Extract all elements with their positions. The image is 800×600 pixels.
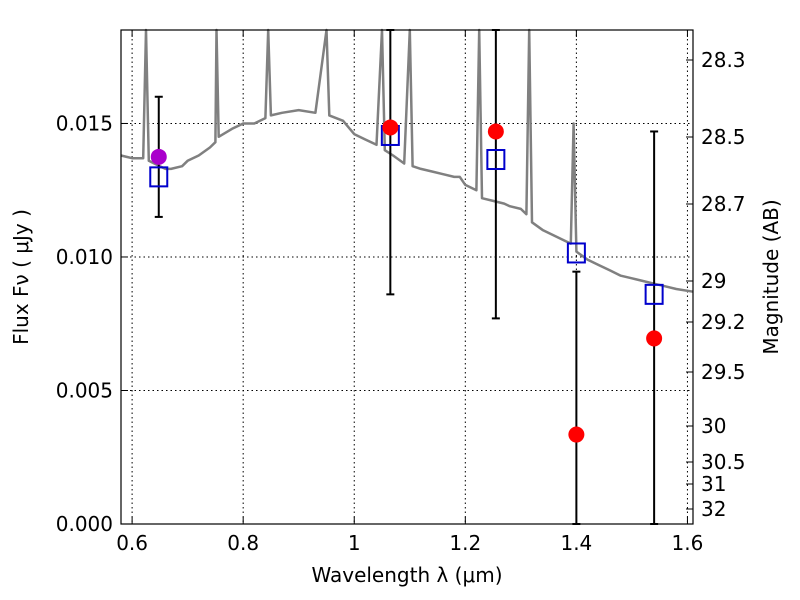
- x-axis-label: Wavelength λ (μm): [311, 563, 502, 587]
- x-tick-label: 1.2: [449, 531, 481, 555]
- model-spectrum-line: [120, 28, 694, 293]
- y-tick-label: 0.005: [56, 378, 113, 402]
- observed-point: [150, 148, 167, 165]
- magnitude-tick-label: 31: [701, 472, 726, 496]
- spectrum-layer: [120, 28, 694, 293]
- magnitude-tick-label: 29.2: [701, 310, 746, 334]
- observed-point: [568, 426, 585, 443]
- y-tick-label: 0.015: [56, 111, 113, 135]
- x-tick-label: 1: [348, 531, 361, 555]
- y-axis-label: Flux Fν ( μJy ): [9, 209, 33, 345]
- x-tick-label: 0.6: [116, 531, 148, 555]
- magnitude-tick-label: 29.5: [701, 360, 746, 384]
- y-tick-label: 0.000: [56, 512, 113, 536]
- model-point: [644, 283, 664, 305]
- y-tick-label: 0.010: [56, 245, 113, 269]
- magnitude-tick-label: 29: [701, 269, 726, 293]
- x-tick-label: 0.8: [227, 531, 259, 555]
- x-tick-label: 1.6: [672, 531, 704, 555]
- model-point: [149, 166, 169, 188]
- x-axis-ticks: 0.6 0.8 1 1.2 1.4 1.6: [116, 30, 703, 555]
- y-axis-ticks: 0.000 0.005 0.010 0.015: [56, 111, 128, 536]
- magnitude-tick-label: 32: [701, 497, 726, 521]
- magnitude-tick-label: 28.5: [701, 125, 746, 149]
- magnitude-axis-label: Magnitude (AB): [759, 199, 783, 354]
- observed-point: [382, 119, 399, 136]
- magnitude-tick-label: 28.3: [701, 48, 746, 72]
- plot-frame: [120, 29, 694, 525]
- observed-points: [150, 119, 663, 443]
- observed-point: [646, 330, 663, 347]
- model-point: [486, 149, 506, 171]
- magnitude-tick-label: 30: [701, 414, 726, 438]
- observed-point: [487, 123, 504, 140]
- model-point: [566, 242, 586, 264]
- x-tick-label: 1.4: [560, 531, 592, 555]
- magnitude-tick-label: 28.7: [701, 192, 746, 216]
- magnitude-tick-label: 30.5: [701, 450, 746, 474]
